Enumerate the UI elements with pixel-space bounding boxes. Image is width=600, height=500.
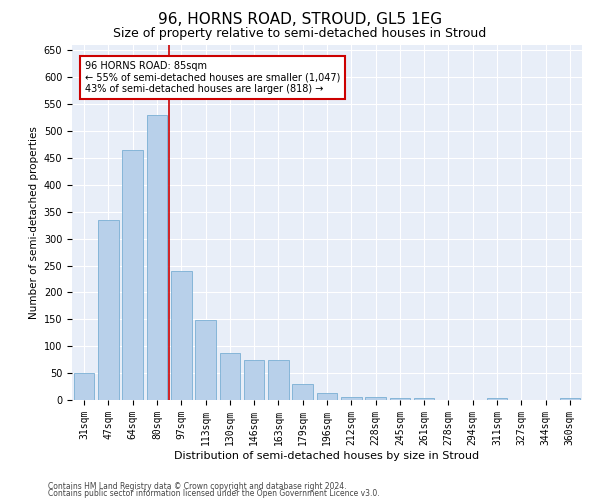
Bar [220, 352, 240, 400]
Bar [560, 398, 580, 400]
Y-axis label: Number of semi-detached properties: Number of semi-detached properties [29, 126, 40, 319]
Bar [244, 360, 265, 400]
Bar [365, 398, 386, 400]
Text: Contains HM Land Registry data © Crown copyright and database right 2024.: Contains HM Land Registry data © Crown c… [48, 482, 347, 491]
Bar [171, 271, 191, 400]
Bar [292, 384, 313, 400]
Text: 96 HORNS ROAD: 85sqm
← 55% of semi-detached houses are smaller (1,047)
43% of se: 96 HORNS ROAD: 85sqm ← 55% of semi-detac… [85, 61, 340, 94]
Bar [146, 115, 167, 400]
Bar [74, 373, 94, 400]
Bar [389, 398, 410, 400]
Text: Size of property relative to semi-detached houses in Stroud: Size of property relative to semi-detach… [113, 28, 487, 40]
Bar [317, 393, 337, 400]
X-axis label: Distribution of semi-detached houses by size in Stroud: Distribution of semi-detached houses by … [175, 450, 479, 460]
Bar [414, 398, 434, 400]
Bar [268, 360, 289, 400]
Bar [341, 398, 362, 400]
Bar [195, 320, 216, 400]
Bar [98, 220, 119, 400]
Text: 96, HORNS ROAD, STROUD, GL5 1EG: 96, HORNS ROAD, STROUD, GL5 1EG [158, 12, 442, 28]
Bar [122, 150, 143, 400]
Text: Contains public sector information licensed under the Open Government Licence v3: Contains public sector information licen… [48, 490, 380, 498]
Bar [487, 398, 508, 400]
